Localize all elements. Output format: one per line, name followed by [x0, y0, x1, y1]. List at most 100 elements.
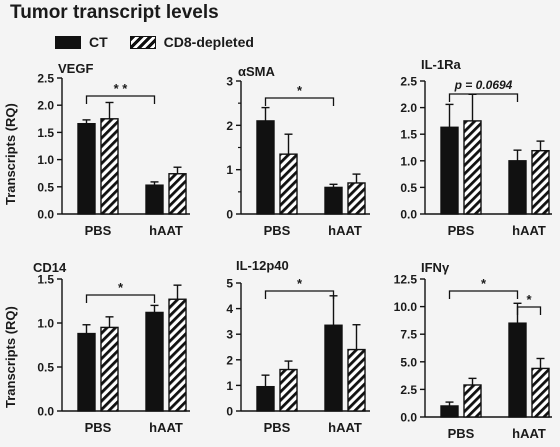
y-tick-label: 2: [226, 353, 233, 367]
y-tick-label: 1.5: [37, 273, 54, 287]
x-tick-label: PBS: [264, 223, 291, 238]
significance-annotation: *: [118, 280, 124, 295]
chart-panel-2: αSMA 0 1 2 3 PBS hAAT *: [226, 64, 370, 238]
y-tick-label: 1.0: [400, 154, 417, 168]
y-tick-label: 2.0: [37, 99, 54, 113]
significance-bracket: [85, 294, 156, 303]
bar-ct: [440, 126, 459, 215]
y-tick-label: 2.0: [400, 101, 417, 115]
y-tick-label: 0.5: [400, 181, 417, 195]
y-tick-label: 10.0: [394, 300, 418, 314]
bar-ct: [256, 120, 275, 215]
chart-panel-4: CD14 0.0 0.5 1.0 1.5 PBS hAAT *: [33, 260, 190, 435]
bar-cd8-depleted: [279, 368, 298, 412]
y-tick-label: 0: [226, 405, 233, 419]
y-tick-label: 1: [226, 163, 233, 177]
x-tick-label: hAAT: [328, 223, 362, 238]
y-tick-label: 5: [226, 277, 233, 291]
panel-title: IL-1Ra: [421, 57, 462, 72]
y-tick-label: 0.0: [400, 208, 417, 222]
significance-annotation-2: *: [526, 292, 532, 307]
y-tick-label: 0.5: [37, 361, 54, 375]
bar-ct: [324, 186, 343, 215]
bar-ct: [77, 122, 96, 215]
bar-ct: [77, 332, 96, 412]
bar-cd8-depleted: [100, 326, 119, 412]
panel-title: VEGF: [58, 61, 93, 76]
y-tick-label: 0.0: [37, 208, 54, 222]
x-tick-label: hAAT: [328, 420, 362, 435]
y-tick-label: 2.5: [400, 383, 417, 397]
y-tick-label: 1.0: [37, 317, 54, 331]
y-tick-label: 0: [226, 208, 233, 222]
significance-bracket: [448, 290, 519, 299]
significance-bracket-2: [516, 306, 542, 315]
legend: CT CD8-depleted: [55, 34, 276, 50]
y-tick-label: 1.5: [37, 126, 54, 140]
y-tick-label: 7.5: [400, 328, 417, 342]
y-tick-label: 1.0: [37, 153, 54, 167]
y-tick-label: 5.0: [400, 355, 417, 369]
x-tick-label: PBS: [264, 420, 291, 435]
x-tick-label: PBS: [85, 223, 112, 238]
bar-ct: [145, 184, 164, 215]
y-tick-label: 0.5: [37, 180, 54, 194]
y-tick-label: 2.5: [37, 72, 54, 86]
figure-title: Tumor transcript levels: [10, 2, 219, 23]
chart-panel-5: IL-12p40 0 1 2 3 4 5 PBS hAAT *: [226, 258, 370, 435]
chart-panel-3: IL-1Ra 0.0 0.5 1.0 1.5 2.0 2.5 PBS hAAT p = 0.069…: [400, 57, 552, 238]
bar-cd8-depleted: [347, 348, 366, 412]
x-tick-label: hAAT: [149, 223, 183, 238]
y-tick-label: 2.5: [400, 75, 417, 89]
bar-ct: [145, 311, 164, 412]
bar-cd8-depleted: [100, 118, 119, 215]
y-tick-label: 1: [226, 379, 233, 393]
bar-cd8-depleted: [531, 367, 550, 418]
bar-cd8-depleted: [531, 149, 550, 215]
x-tick-label: PBS: [85, 420, 112, 435]
y-tick-label: 1.5: [400, 128, 417, 142]
bar-cd8-depleted: [347, 182, 366, 215]
y-tick-label: 0.0: [400, 411, 417, 425]
legend-item-ct: CT: [55, 34, 108, 50]
y-tick-label: 3: [226, 328, 233, 342]
y-tick-label: 4: [226, 302, 233, 316]
significance-bracket: [448, 93, 519, 102]
bar-ct: [508, 322, 527, 418]
legend-swatch-hatched: [129, 35, 156, 49]
significance-annotation: *: [297, 276, 303, 291]
bar-cd8-depleted: [168, 173, 187, 215]
bar-ct: [508, 160, 527, 215]
panel-title: CD14: [33, 260, 67, 275]
significance-bracket: [85, 95, 156, 104]
panel-title: IFNγ: [421, 260, 450, 275]
panel-title: αSMA: [238, 64, 275, 79]
panel-title: IL-12p40: [236, 258, 289, 273]
bar-cd8-depleted: [168, 298, 187, 412]
bar-cd8-depleted: [463, 384, 482, 418]
y-tick-label: 12.5: [394, 273, 418, 287]
legend-item-cd8: CD8-depleted: [129, 34, 254, 50]
bar-ct: [440, 405, 459, 418]
legend-swatch-solid: [55, 35, 81, 49]
x-tick-label: hAAT: [149, 420, 183, 435]
significance-annotation: *: [481, 276, 487, 291]
chart-panel-1: VEGF 0.0 0.5 1.0 1.5 2.0 2.5 PBS hAAT * *: [37, 61, 190, 238]
significance-annotation: p = 0.0694: [454, 78, 513, 92]
y-tick-label: 0.0: [37, 405, 54, 419]
y-tick-label: 3: [226, 75, 233, 89]
bar-ct: [324, 324, 343, 412]
legend-label-cd8: CD8-depleted: [163, 34, 254, 50]
x-tick-label: hAAT: [512, 223, 546, 238]
significance-annotation: *: [297, 83, 303, 98]
y-tick-label: 2: [226, 119, 233, 133]
significance-annotation: * *: [114, 81, 129, 96]
bar-cd8-depleted: [463, 120, 482, 215]
bar-cd8-depleted: [279, 153, 298, 215]
x-tick-label: hAAT: [512, 426, 546, 441]
bar-ct: [256, 385, 275, 412]
legend-label-ct: CT: [89, 34, 108, 50]
x-tick-label: PBS: [448, 223, 475, 238]
x-tick-label: PBS: [448, 426, 475, 441]
